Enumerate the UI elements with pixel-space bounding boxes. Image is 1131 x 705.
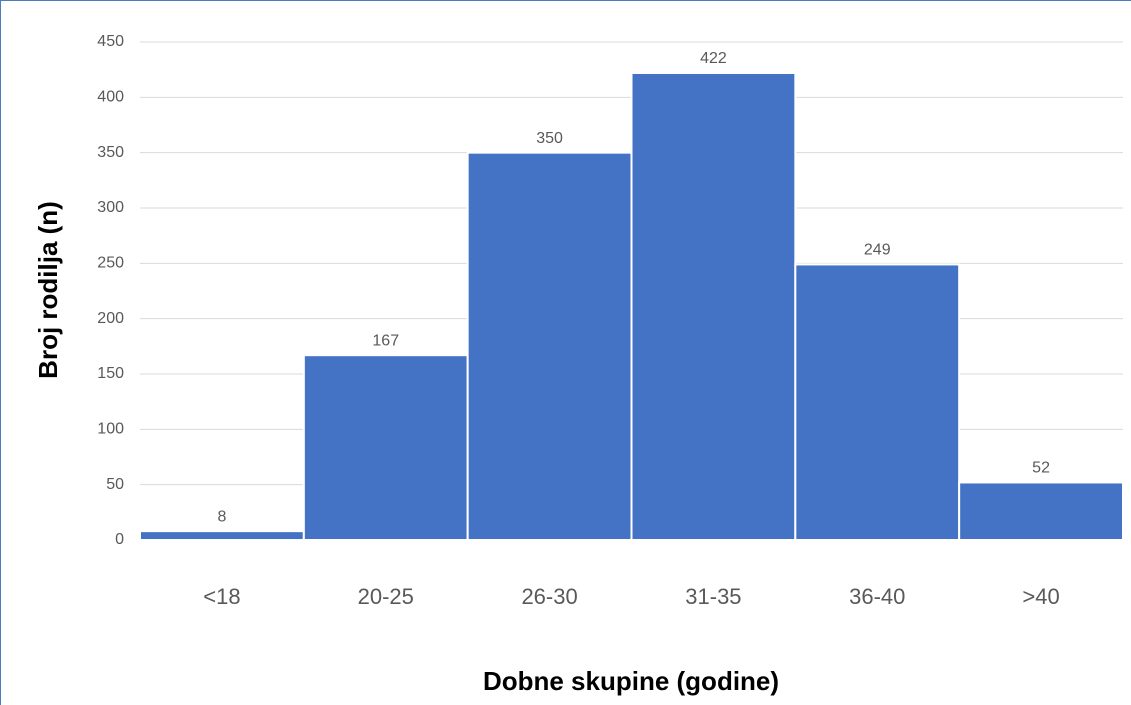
x-axis-title: Dobne skupine (godine)	[483, 666, 779, 696]
y-tick-label: 50	[106, 476, 124, 493]
y-tick-label: 250	[97, 255, 124, 272]
data-label: 167	[372, 332, 399, 349]
y-tick-label: 300	[97, 199, 124, 216]
y-tick-label: 200	[97, 310, 124, 327]
bar	[958, 481, 1125, 542]
data-label: 350	[536, 130, 563, 147]
bar	[630, 71, 797, 541]
data-label: 249	[864, 242, 891, 259]
x-tick-label: 20-25	[358, 584, 414, 609]
y-tick-label: 150	[97, 365, 124, 382]
y-tick-label: 100	[97, 421, 124, 438]
bar	[139, 530, 305, 542]
bar	[302, 354, 469, 542]
bar	[794, 263, 961, 541]
data-label: 52	[1032, 460, 1050, 477]
y-axis-title: Broj rodilja (n)	[33, 201, 63, 379]
y-tick-label: 350	[97, 144, 124, 161]
bar	[466, 151, 633, 542]
x-tick-label: 36-40	[849, 584, 905, 609]
x-tick-label: <18	[203, 584, 240, 609]
x-tick-label: >40	[1022, 584, 1059, 609]
y-tick-label: 400	[97, 89, 124, 106]
x-tick-label: 26-30	[521, 584, 577, 609]
data-label: 8	[217, 508, 226, 525]
data-label: 422	[700, 50, 727, 67]
x-tick-label: 31-35	[685, 584, 741, 609]
y-tick-label: 0	[115, 531, 124, 548]
y-tick-label: 450	[97, 33, 124, 50]
